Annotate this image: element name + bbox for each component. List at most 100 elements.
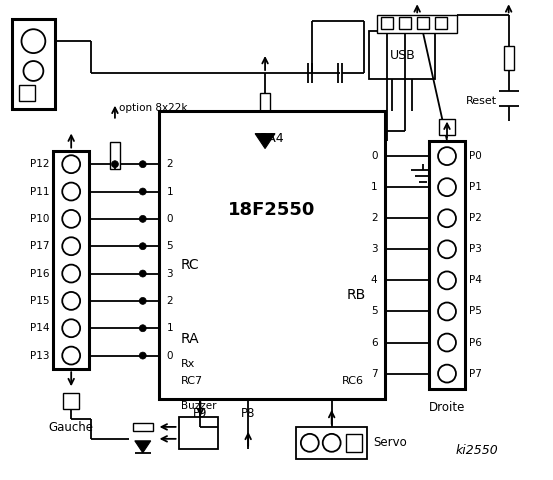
Circle shape: [62, 264, 80, 283]
Bar: [179, 417, 218, 449]
Text: 3: 3: [166, 268, 173, 278]
Text: Rx: Rx: [181, 359, 195, 369]
Bar: [435, 17, 447, 29]
Text: P16: P16: [30, 268, 49, 278]
Text: P2: P2: [469, 213, 482, 223]
Text: 1: 1: [166, 323, 173, 333]
Bar: [439, 119, 455, 134]
Bar: [12, 19, 55, 109]
Bar: [159, 111, 385, 399]
Text: 1: 1: [166, 187, 173, 196]
Circle shape: [139, 243, 146, 250]
Text: 5: 5: [371, 306, 377, 316]
Text: P13: P13: [30, 350, 49, 360]
Text: 2: 2: [166, 296, 173, 306]
Bar: [399, 17, 411, 29]
Text: ki2550: ki2550: [456, 444, 499, 457]
Text: Reset: Reset: [466, 96, 497, 106]
Text: USB: USB: [389, 48, 415, 61]
Circle shape: [438, 272, 456, 289]
Text: P7: P7: [469, 369, 482, 379]
Circle shape: [438, 209, 456, 227]
Circle shape: [62, 182, 80, 201]
Bar: [63, 393, 79, 409]
Text: 6: 6: [371, 337, 377, 348]
Circle shape: [139, 188, 146, 195]
Text: P3: P3: [469, 244, 482, 254]
Circle shape: [112, 161, 118, 168]
Circle shape: [139, 298, 146, 304]
Text: 2: 2: [371, 213, 377, 223]
Bar: [369, 31, 435, 79]
Text: P10: P10: [30, 214, 49, 224]
Circle shape: [438, 365, 456, 383]
Text: 0: 0: [166, 350, 173, 360]
Bar: [133, 423, 153, 431]
Circle shape: [23, 61, 43, 81]
Text: 1: 1: [371, 182, 377, 192]
Text: P11: P11: [30, 187, 49, 196]
Circle shape: [438, 240, 456, 258]
Text: RC6: RC6: [342, 376, 363, 386]
Text: P0: P0: [469, 151, 482, 161]
Bar: [429, 141, 465, 389]
Text: RC7: RC7: [181, 376, 203, 386]
Text: Servo: Servo: [373, 436, 407, 449]
Text: Buzzer: Buzzer: [181, 401, 216, 411]
Bar: [382, 17, 393, 29]
Text: RC: RC: [181, 258, 199, 272]
Text: P9: P9: [193, 407, 208, 420]
Text: RA4: RA4: [260, 132, 284, 145]
Circle shape: [139, 216, 146, 222]
Text: P15: P15: [30, 296, 49, 306]
Text: 3: 3: [371, 244, 377, 254]
Text: 7: 7: [371, 369, 377, 379]
Text: P5: P5: [469, 306, 482, 316]
Circle shape: [139, 161, 146, 168]
Circle shape: [438, 302, 456, 321]
Text: 18F2550: 18F2550: [228, 201, 316, 219]
Circle shape: [62, 292, 80, 310]
Text: 4: 4: [371, 276, 377, 286]
Bar: [53, 151, 89, 369]
Text: RB: RB: [346, 288, 366, 302]
Bar: [260, 93, 270, 117]
Bar: [19, 85, 35, 101]
Bar: [346, 434, 362, 452]
Text: P4: P4: [469, 276, 482, 286]
Bar: [377, 15, 457, 33]
Circle shape: [62, 347, 80, 364]
Text: P8: P8: [241, 407, 255, 420]
Text: 5: 5: [166, 241, 173, 251]
Circle shape: [438, 334, 456, 351]
Circle shape: [139, 352, 146, 359]
Text: 0: 0: [166, 214, 173, 224]
Circle shape: [62, 237, 80, 255]
Circle shape: [62, 319, 80, 337]
Bar: [504, 46, 514, 70]
Text: option 8x22k: option 8x22k: [119, 103, 187, 113]
Text: Gauche: Gauche: [49, 421, 93, 434]
Polygon shape: [135, 441, 151, 453]
Circle shape: [301, 434, 319, 452]
Circle shape: [62, 155, 80, 173]
Circle shape: [438, 147, 456, 165]
Circle shape: [139, 270, 146, 277]
Text: 2: 2: [166, 159, 173, 169]
Circle shape: [22, 29, 45, 53]
Text: P17: P17: [30, 241, 49, 251]
Bar: [417, 17, 429, 29]
Polygon shape: [255, 133, 275, 148]
Circle shape: [62, 210, 80, 228]
Text: Droite: Droite: [429, 401, 465, 414]
Text: P12: P12: [30, 159, 49, 169]
Text: P14: P14: [30, 323, 49, 333]
Circle shape: [438, 178, 456, 196]
Text: RA: RA: [181, 333, 199, 347]
Circle shape: [139, 325, 146, 332]
Text: 0: 0: [371, 151, 377, 161]
Circle shape: [323, 434, 341, 452]
Bar: [296, 427, 368, 459]
Bar: [110, 142, 120, 169]
Text: P6: P6: [469, 337, 482, 348]
